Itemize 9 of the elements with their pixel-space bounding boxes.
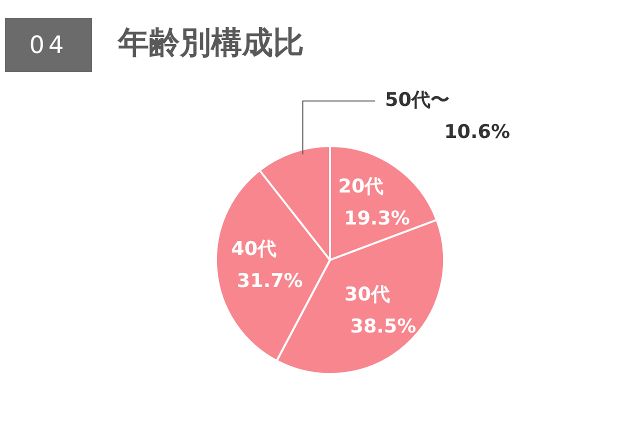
data-label: 31.7%	[236, 270, 303, 292]
slice-label: 30代	[344, 283, 390, 306]
slice-label: 50代〜	[385, 88, 450, 111]
slice-label: 20代	[338, 176, 384, 198]
data-label: 19.3%	[344, 208, 410, 230]
chart-title: 年齢別構成比	[118, 24, 304, 63]
data-label: 10.6%	[444, 120, 510, 143]
slice-label: 40代	[231, 238, 277, 260]
data-label: 38.5%	[350, 315, 416, 338]
